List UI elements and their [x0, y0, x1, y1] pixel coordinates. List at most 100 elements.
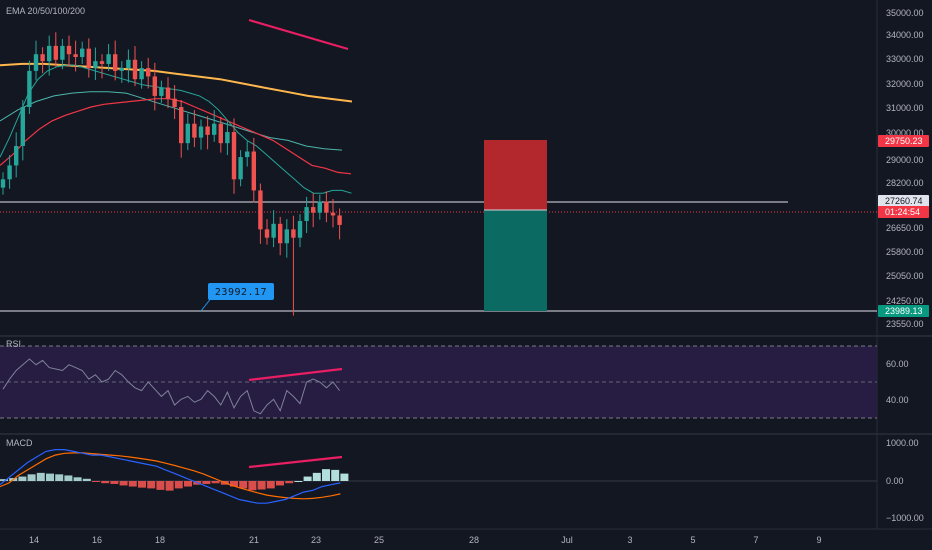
rsi-tick-label: 40.00: [886, 395, 909, 405]
candle-up: [304, 207, 309, 222]
time-tick-label: 7: [753, 535, 758, 545]
price-tag-text: 29750.23: [885, 136, 923, 146]
candle-up: [47, 45, 52, 62]
ema-indicator-label[interactable]: EMA 20/50/100/200: [6, 6, 86, 16]
candle-up: [271, 223, 276, 238]
time-tick-label: 25: [374, 535, 384, 545]
candle-down: [53, 45, 58, 60]
candle-down: [86, 48, 91, 69]
candle-down: [337, 215, 342, 225]
rsi-indicator-label[interactable]: RSI: [6, 339, 22, 349]
macd-histogram-bar: [92, 481, 100, 482]
low-price-callout[interactable]: [208, 283, 274, 300]
macd-histogram-bar: [82, 478, 91, 481]
macd-histogram-bar: [55, 474, 64, 481]
price-tick-label: 29000.00: [886, 155, 924, 165]
macd-histogram-bar: [119, 481, 128, 486]
macd-histogram-bar: [294, 481, 303, 482]
candle-up: [284, 229, 289, 244]
time-tick-label: 18: [155, 535, 165, 545]
macd-histogram-bar: [36, 472, 45, 481]
candle-up: [317, 201, 322, 213]
macd-histogram-bar: [147, 481, 156, 489]
macd-histogram-bar: [156, 481, 165, 490]
time-tick-label: 28: [469, 535, 479, 545]
candle-down: [330, 212, 336, 216]
macd-histogram-bar: [184, 481, 192, 487]
candle-down: [251, 151, 256, 191]
candle-down: [165, 87, 171, 99]
macd-histogram-bar: [248, 481, 257, 491]
rsi-divergence-line[interactable]: [248, 367, 343, 382]
candle-up: [60, 45, 65, 60]
macd-histogram-bar: [165, 481, 174, 491]
macd-histogram-bar: [138, 481, 146, 488]
candle-down: [192, 123, 197, 138]
price-tick-label: 34000.00: [886, 30, 924, 40]
macd-tick-label: −1000.00: [886, 513, 924, 523]
price-tag-text: 27260.74: [885, 196, 923, 206]
candle-up: [126, 59, 131, 69]
time-tick-label: Jul: [561, 535, 573, 545]
macd-histogram-bar: [322, 469, 330, 481]
candle-up: [238, 157, 243, 180]
price-tick-label: 35000.00: [886, 8, 924, 18]
macd-indicator-label[interactable]: MACD: [6, 438, 33, 448]
candle-down: [66, 45, 72, 55]
price-pane[interactable]: [0, 0, 877, 335]
macd-line: [0, 449, 341, 504]
candle-down: [132, 59, 138, 80]
candle-down: [40, 54, 45, 62]
price-tag-text: 23989.13: [885, 306, 923, 316]
time-tick-label: 9: [816, 535, 821, 545]
macd-signal-line: [0, 452, 341, 500]
macd-histogram-bar: [0, 479, 8, 481]
candle-down: [278, 223, 283, 244]
price-tick-label: 23550.00: [886, 319, 924, 329]
price-tick-label: 28200.00: [886, 178, 924, 188]
macd-histogram-bar: [64, 475, 73, 481]
candle-up: [139, 68, 144, 80]
candle-up: [159, 87, 164, 96]
price-tick-label: 24250.00: [886, 296, 924, 306]
candle-up: [245, 151, 250, 158]
macd-histogram-bar: [276, 481, 284, 486]
candle-down: [311, 207, 316, 213]
macd-histogram-bar: [128, 481, 137, 487]
macd-histogram-bar: [211, 481, 220, 484]
price-tag[interactable]: [878, 206, 929, 218]
candle-down: [324, 201, 329, 213]
macd-histogram-bar: [202, 481, 211, 484]
candle-up: [212, 123, 217, 135]
price-divergence-line[interactable]: [248, 18, 349, 51]
price-tag[interactable]: [878, 135, 929, 147]
price-tag-text: 01:24:54: [885, 207, 920, 217]
ema100-line: [0, 91, 343, 151]
ema20-line: [0, 64, 352, 194]
macd-histogram-bar: [101, 481, 110, 484]
price-tag[interactable]: [878, 305, 929, 317]
price-tick-label: 30000.00: [886, 128, 924, 138]
price-tag[interactable]: [878, 195, 929, 207]
rsi-line: [2, 358, 340, 415]
macd-histogram-bar: [266, 481, 275, 489]
time-tick-label: 3: [627, 535, 632, 545]
macd-histogram-bar: [303, 476, 312, 481]
candle-up: [33, 54, 39, 71]
candle-up: [106, 54, 111, 64]
candle-up: [93, 61, 98, 69]
stop-loss-zone[interactable]: [484, 140, 547, 210]
candle-up: [297, 221, 303, 238]
candle-down: [146, 68, 151, 77]
candle-up: [185, 123, 190, 144]
time-tick-label: 16: [92, 535, 102, 545]
macd-histogram-bar: [73, 477, 82, 481]
price-tick-label: 26650.00: [886, 223, 924, 233]
price-axis-bg[interactable]: [877, 0, 932, 550]
candle-down: [291, 229, 296, 238]
macd-histogram-bar: [110, 481, 119, 484]
price-tick-label: 25800.00: [886, 247, 924, 257]
macd-divergence-line[interactable]: [248, 455, 343, 469]
take-profit-zone[interactable]: [484, 210, 547, 311]
